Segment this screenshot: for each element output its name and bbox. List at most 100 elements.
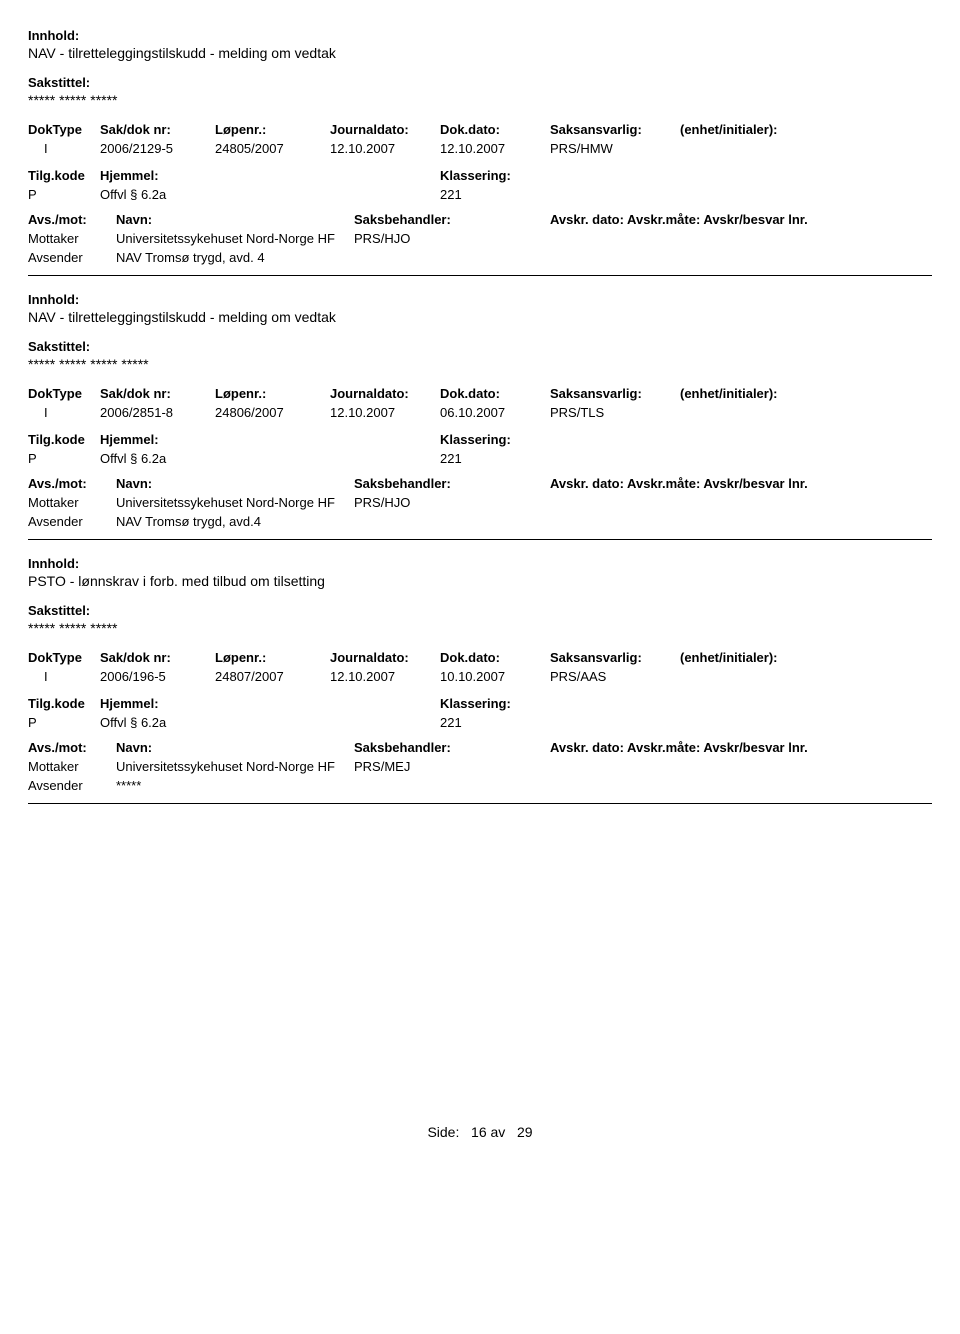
header-row-2: Tilg.kode Hjemmel: Klassering:: [28, 432, 932, 447]
header-row-3: Avs./mot: Navn: Saksbehandler: Avskr. da…: [28, 212, 932, 227]
saksansvarlig-header: Saksansvarlig:: [550, 122, 680, 137]
hjemmel-value: Offvl § 6.2a: [100, 715, 440, 730]
saksbehandler-value: PRS/HJO: [354, 495, 550, 510]
klassering-value: 221: [440, 187, 932, 202]
innhold-text: PSTO - lønnskrav i forb. med tilbud om t…: [28, 573, 932, 589]
journaldato-header: Journaldato:: [330, 650, 440, 665]
journaldato-value: 12.10.2007: [330, 669, 440, 684]
journaldato-header: Journaldato:: [330, 386, 440, 401]
avsender-value: NAV Tromsø trygd, avd.4: [116, 514, 354, 529]
value-row-2: P Offvl § 6.2a 221: [28, 187, 932, 202]
doktype-header: DokType: [28, 386, 100, 401]
records-container: Innhold: NAV - tilretteleggingstilskudd …: [28, 28, 932, 804]
sakdok-header: Sak/dok nr:: [100, 650, 215, 665]
navn-header: Navn:: [116, 476, 354, 491]
klassering-header: Klassering:: [440, 168, 932, 183]
hjemmel-header: Hjemmel:: [100, 168, 440, 183]
klassering-header: Klassering:: [440, 696, 932, 711]
klassering-value: 221: [440, 715, 932, 730]
sakdok-value: 2006/196-5: [100, 669, 215, 684]
avsender-label: Avsender: [28, 514, 116, 529]
doktype-value: I: [28, 141, 100, 156]
avsender-label: Avsender: [28, 250, 116, 265]
doktype-value: I: [28, 405, 100, 420]
lopenr-value: 24807/2007: [215, 669, 330, 684]
saksansvarlig-header: Saksansvarlig:: [550, 386, 680, 401]
journaldato-value: 12.10.2007: [330, 405, 440, 420]
saksansvarlig-value: PRS/TLS: [550, 405, 680, 420]
lopenr-header: Løpenr.:: [215, 122, 330, 137]
sakdok-header: Sak/dok nr:: [100, 122, 215, 137]
mottaker-label: Mottaker: [28, 759, 116, 774]
innhold-text: NAV - tilretteleggingstilskudd - melding…: [28, 45, 932, 61]
avsmot-header: Avs./mot:: [28, 476, 116, 491]
journal-record: Innhold: NAV - tilretteleggingstilskudd …: [28, 292, 932, 540]
tilgkode-header: Tilg.kode: [28, 168, 100, 183]
sakdok-header: Sak/dok nr:: [100, 386, 215, 401]
sakstittel-text: ***** ***** *****: [28, 92, 932, 108]
value-row-2: P Offvl § 6.2a 221: [28, 451, 932, 466]
journal-record: Innhold: NAV - tilretteleggingstilskudd …: [28, 28, 932, 276]
doktype-header: DokType: [28, 122, 100, 137]
footer-page: 16: [471, 1124, 487, 1140]
innhold-label: Innhold:: [28, 28, 932, 43]
dokdato-value: 12.10.2007: [440, 141, 550, 156]
mottaker-label: Mottaker: [28, 495, 116, 510]
avsender-label: Avsender: [28, 778, 116, 793]
tilgkode-value: P: [28, 187, 100, 202]
avskr-header: Avskr. dato: Avskr.måte: Avskr/besvar ln…: [550, 212, 932, 227]
avskr-header: Avskr. dato: Avskr.måte: Avskr/besvar ln…: [550, 476, 932, 491]
header-row: DokType Sak/dok nr: Løpenr.: Journaldato…: [28, 122, 932, 137]
innhold-label: Innhold:: [28, 292, 932, 307]
mottaker-row: Mottaker Universitetssykehuset Nord-Norg…: [28, 759, 932, 774]
mottaker-label: Mottaker: [28, 231, 116, 246]
header-row-3: Avs./mot: Navn: Saksbehandler: Avskr. da…: [28, 740, 932, 755]
sakstittel-text: ***** ***** ***** *****: [28, 356, 932, 372]
footer-sep: av: [491, 1124, 506, 1140]
avsender-row: Avsender *****: [28, 778, 932, 793]
value-row: I 2006/196-5 24807/2007 12.10.2007 10.10…: [28, 669, 932, 684]
doktype-header: DokType: [28, 650, 100, 665]
saksansvarlig-value: PRS/HMW: [550, 141, 680, 156]
enhet-header: (enhet/initialer):: [680, 122, 932, 137]
navn-header: Navn:: [116, 212, 354, 227]
lopenr-header: Løpenr.:: [215, 650, 330, 665]
dokdato-header: Dok.dato:: [440, 386, 550, 401]
saksansvarlig-header: Saksansvarlig:: [550, 650, 680, 665]
hjemmel-header: Hjemmel:: [100, 696, 440, 711]
tilgkode-header: Tilg.kode: [28, 696, 100, 711]
mottaker-value: Universitetssykehuset Nord-Norge HF: [116, 759, 354, 774]
avsmot-header: Avs./mot:: [28, 212, 116, 227]
dokdato-header: Dok.dato:: [440, 122, 550, 137]
sakstittel-label: Sakstittel:: [28, 339, 932, 354]
doktype-value: I: [28, 669, 100, 684]
navn-header: Navn:: [116, 740, 354, 755]
header-row: DokType Sak/dok nr: Løpenr.: Journaldato…: [28, 650, 932, 665]
avsender-row: Avsender NAV Tromsø trygd, avd.4: [28, 514, 932, 529]
mottaker-row: Mottaker Universitetssykehuset Nord-Norg…: [28, 231, 932, 246]
journal-record: Innhold: PSTO - lønnskrav i forb. med ti…: [28, 556, 932, 804]
klassering-header: Klassering:: [440, 432, 932, 447]
tilgkode-header: Tilg.kode: [28, 432, 100, 447]
innhold-text: NAV - tilretteleggingstilskudd - melding…: [28, 309, 932, 325]
dokdato-header: Dok.dato:: [440, 650, 550, 665]
mottaker-value: Universitetssykehuset Nord-Norge HF: [116, 231, 354, 246]
hjemmel-value: Offvl § 6.2a: [100, 187, 440, 202]
avsender-value: *****: [116, 778, 354, 793]
header-row: DokType Sak/dok nr: Løpenr.: Journaldato…: [28, 386, 932, 401]
journaldato-value: 12.10.2007: [330, 141, 440, 156]
footer-prefix: Side:: [427, 1124, 459, 1140]
saksbehandler-header: Saksbehandler:: [354, 476, 550, 491]
sakdok-value: 2006/2129-5: [100, 141, 215, 156]
saksansvarlig-value: PRS/AAS: [550, 669, 680, 684]
dokdato-value: 06.10.2007: [440, 405, 550, 420]
enhet-header: (enhet/initialer):: [680, 386, 932, 401]
saksbehandler-header: Saksbehandler:: [354, 740, 550, 755]
value-row: I 2006/2851-8 24806/2007 12.10.2007 06.1…: [28, 405, 932, 420]
value-row: I 2006/2129-5 24805/2007 12.10.2007 12.1…: [28, 141, 932, 156]
sakstittel-label: Sakstittel:: [28, 75, 932, 90]
header-row-2: Tilg.kode Hjemmel: Klassering:: [28, 168, 932, 183]
saksbehandler-value: PRS/HJO: [354, 231, 550, 246]
value-row-2: P Offvl § 6.2a 221: [28, 715, 932, 730]
avsmot-header: Avs./mot:: [28, 740, 116, 755]
